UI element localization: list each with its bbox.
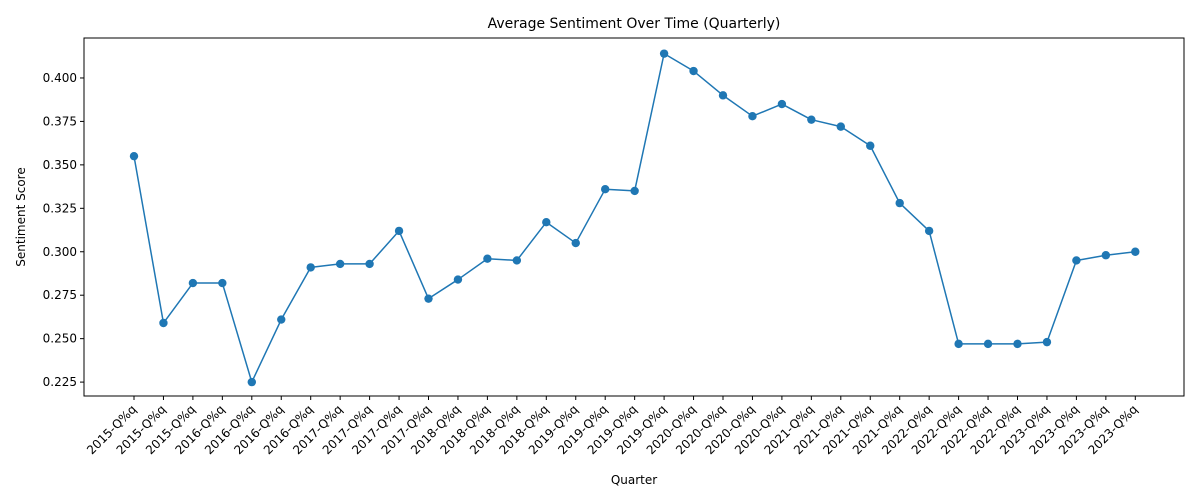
- data-point: [601, 184, 610, 194]
- series-layer: [129, 49, 1140, 387]
- data-point: [836, 122, 845, 131]
- y-tick-label: 0.275: [43, 288, 77, 302]
- data-point: [924, 226, 934, 236]
- data-point: [954, 339, 963, 349]
- data-point: [483, 254, 492, 263]
- data-point: [365, 259, 374, 269]
- data-point: [424, 294, 433, 303]
- y-tick-label: 0.350: [43, 158, 77, 172]
- data-point: [1101, 251, 1111, 260]
- data-point: [218, 278, 227, 288]
- data-point: [542, 218, 551, 227]
- y-tick-label: 0.225: [43, 375, 77, 389]
- data-point: [188, 278, 198, 288]
- y-axis-label: Sentiment Score: [14, 167, 28, 266]
- data-point: [1042, 337, 1052, 347]
- data-point: [983, 339, 993, 349]
- y-tick-label: 0.400: [43, 71, 77, 85]
- data-point: [1013, 339, 1022, 349]
- data-point: [306, 263, 315, 272]
- y-tick-label: 0.300: [43, 245, 77, 259]
- data-point: [866, 141, 875, 150]
- y-tick-label: 0.375: [43, 114, 77, 128]
- data-point: [659, 49, 669, 58]
- y-axis-ticks: 0.225 0.250 0.275 0.300 0.325 0.350 0.375 0.400: [43, 71, 84, 389]
- data-point: [630, 186, 639, 196]
- x-axis-ticks: 2015-Q%q2015-Q%q2015-Q%q2016-Q%q2016-Q%q…: [84, 396, 1140, 457]
- data-point: [247, 377, 256, 387]
- data-point: [895, 198, 904, 208]
- data-point: [807, 115, 816, 124]
- data-point: [159, 318, 168, 328]
- plot-frame: [83, 37, 1185, 397]
- y-tick-label: 0.250: [43, 332, 77, 346]
- data-point: [335, 259, 345, 269]
- x-axis-label: Quarter: [611, 473, 657, 487]
- data-point: [571, 238, 580, 248]
- data-point: [748, 112, 757, 121]
- data-point: [1072, 256, 1081, 265]
- data-point: [129, 151, 139, 161]
- data-point: [689, 66, 698, 76]
- data-point: [277, 315, 286, 324]
- data-point: [718, 91, 728, 100]
- data-point: [1131, 247, 1140, 256]
- data-point: [394, 226, 404, 236]
- data-point: [512, 256, 522, 265]
- data-point: [777, 99, 787, 109]
- chart-title: Average Sentiment Over Time (Quarterly): [488, 16, 781, 32]
- y-tick-label: 0.325: [43, 201, 77, 215]
- series-line: [133, 52, 1136, 383]
- data-point: [453, 275, 463, 284]
